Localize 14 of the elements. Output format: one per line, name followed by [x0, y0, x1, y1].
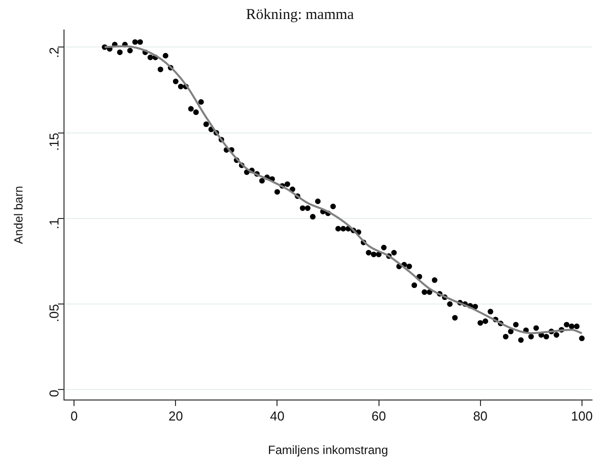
y-tick-label: .1	[46, 218, 62, 230]
x-tick-label: 60	[372, 408, 386, 424]
x-axis-title: Familjens inkomstrang	[268, 443, 388, 458]
chart-title: Rökning: mamma	[246, 6, 354, 23]
x-tick-label: 40	[270, 408, 284, 424]
y-tick-label: 0	[46, 390, 62, 397]
y-tick-label: .05	[46, 304, 62, 322]
y-tick-label: .15	[46, 132, 62, 151]
y-axis-title: Andel barn	[12, 186, 26, 244]
x-tick-label: 80	[473, 408, 488, 424]
x-tick-label: 0	[70, 408, 78, 424]
y-tick-label: .2	[46, 47, 62, 58]
x-tick-label: 20	[168, 408, 183, 424]
x-tick-label: 100	[570, 408, 593, 424]
